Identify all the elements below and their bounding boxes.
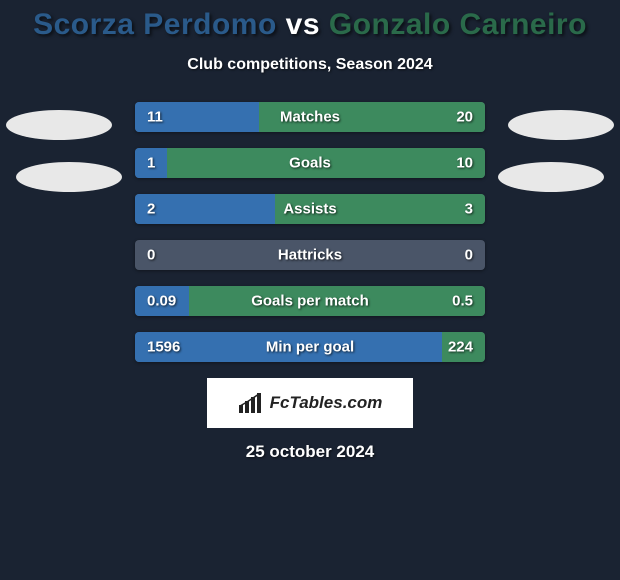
player2-avatar-placeholder	[508, 110, 614, 140]
stat-row: 1 10 Goals	[135, 148, 485, 178]
player1-club-placeholder	[16, 162, 122, 192]
stat-value-left: 0.09	[147, 293, 176, 310]
stat-value-right: 224	[448, 339, 473, 356]
stat-row: 0 0 Hattricks	[135, 240, 485, 270]
player1-avatar-placeholder	[6, 110, 112, 140]
player2-club-placeholder	[498, 162, 604, 192]
stat-label: Assists	[283, 201, 336, 218]
stat-label: Min per goal	[266, 339, 354, 356]
logo-box: FcTables.com	[207, 378, 413, 428]
stat-row: 0.09 0.5 Goals per match	[135, 286, 485, 316]
stat-value-right: 0	[465, 247, 473, 264]
stat-value-right: 20	[456, 109, 473, 126]
infographic-container: Scorza Perdomo vs Gonzalo Carneiro Club …	[0, 0, 620, 580]
stat-value-right: 3	[465, 201, 473, 218]
stat-value-left: 0	[147, 247, 155, 264]
player1-name: Scorza Perdomo	[33, 8, 277, 41]
stats-area: 1120Matches110Goals23Assists00Hattricks0…	[0, 102, 620, 362]
stat-row: 1596 224 Min per goal	[135, 332, 485, 362]
logo-text: FcTables.com	[270, 393, 383, 413]
stat-row: 2 3 Assists	[135, 194, 485, 224]
stat-value-right: 10	[456, 155, 473, 172]
subtitle: Club competitions, Season 2024	[0, 56, 620, 74]
stat-value-left: 1	[147, 155, 155, 172]
stat-value-left: 11	[147, 109, 163, 126]
vs-text: vs	[286, 8, 320, 41]
player2-name: Gonzalo Carneiro	[329, 8, 587, 41]
stat-value-left: 2	[147, 201, 155, 218]
stat-label: Hattricks	[278, 247, 342, 264]
stat-value-right: 0.5	[452, 293, 473, 310]
stat-value-left: 1596	[147, 339, 180, 356]
logo-chart-icon	[238, 393, 264, 413]
stat-bar-left	[135, 194, 275, 224]
stat-label: Goals	[289, 155, 331, 172]
stat-label: Matches	[280, 109, 340, 126]
date-text: 25 october 2024	[0, 442, 620, 462]
page-title: Scorza Perdomo vs Gonzalo Carneiro	[0, 8, 620, 42]
stat-row: 11 20 Matches	[135, 102, 485, 132]
stat-bars: 1120Matches110Goals23Assists00Hattricks0…	[135, 102, 485, 362]
stat-label: Goals per match	[251, 293, 369, 310]
